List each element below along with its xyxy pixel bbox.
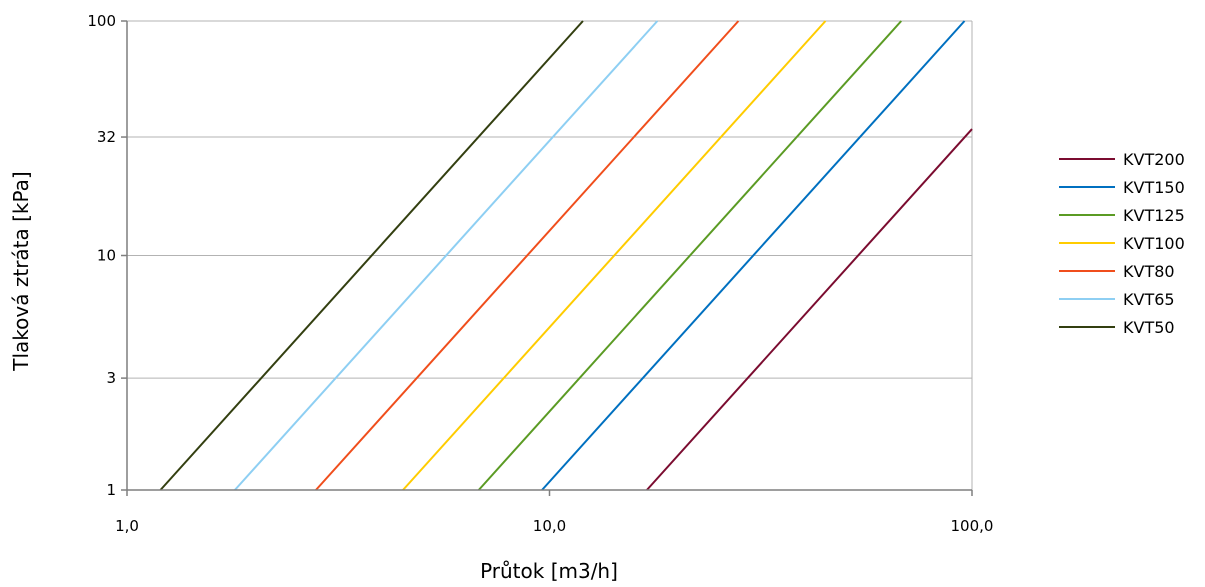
y-tick-label: 1 bbox=[106, 481, 116, 499]
y-axis-title: Tlaková ztráta [kPa] bbox=[9, 171, 33, 371]
series-line-kvt150 bbox=[541, 20, 966, 491]
series-line-kvt50 bbox=[159, 20, 584, 491]
legend-label-kvt100: KVT100 bbox=[1123, 234, 1185, 253]
legend-label-kvt150: KVT150 bbox=[1123, 178, 1185, 197]
legend-label-kvt200: KVT200 bbox=[1123, 150, 1185, 169]
legend-label-kvt50: KVT50 bbox=[1123, 318, 1175, 337]
x-tick-label: 100,0 bbox=[951, 517, 994, 535]
gridlines bbox=[127, 20, 973, 490]
legend-label-kvt125: KVT125 bbox=[1123, 206, 1185, 225]
axes bbox=[121, 20, 973, 496]
y-tick-label: 32 bbox=[97, 128, 116, 146]
x-axis-title: Průtok [m3/h] bbox=[480, 559, 618, 583]
series-lines bbox=[159, 20, 973, 491]
series-line-kvt65 bbox=[234, 20, 659, 491]
x-tick-label: 10,0 bbox=[533, 517, 566, 535]
series-line-kvt200 bbox=[646, 128, 973, 491]
y-tick-label: 3 bbox=[106, 369, 116, 387]
legend: KVT200 KVT150 KVT125 KVT100 KVT80 KVT65 KVT50 bbox=[1059, 150, 1185, 337]
legend-label-kvt65: KVT65 bbox=[1123, 290, 1175, 309]
legend-label-kvt80: KVT80 bbox=[1123, 262, 1175, 281]
series-line-kvt100 bbox=[402, 20, 827, 491]
y-tick-label: 10 bbox=[97, 247, 116, 265]
tick-labels: 1 3 10 32 100 1,0 10,0 100,0 bbox=[87, 12, 993, 535]
series-line-kvt80 bbox=[315, 20, 740, 491]
x-tick-label: 1,0 bbox=[115, 517, 139, 535]
y-tick-label: 100 bbox=[87, 12, 116, 30]
series-line-kvt125 bbox=[477, 20, 902, 491]
